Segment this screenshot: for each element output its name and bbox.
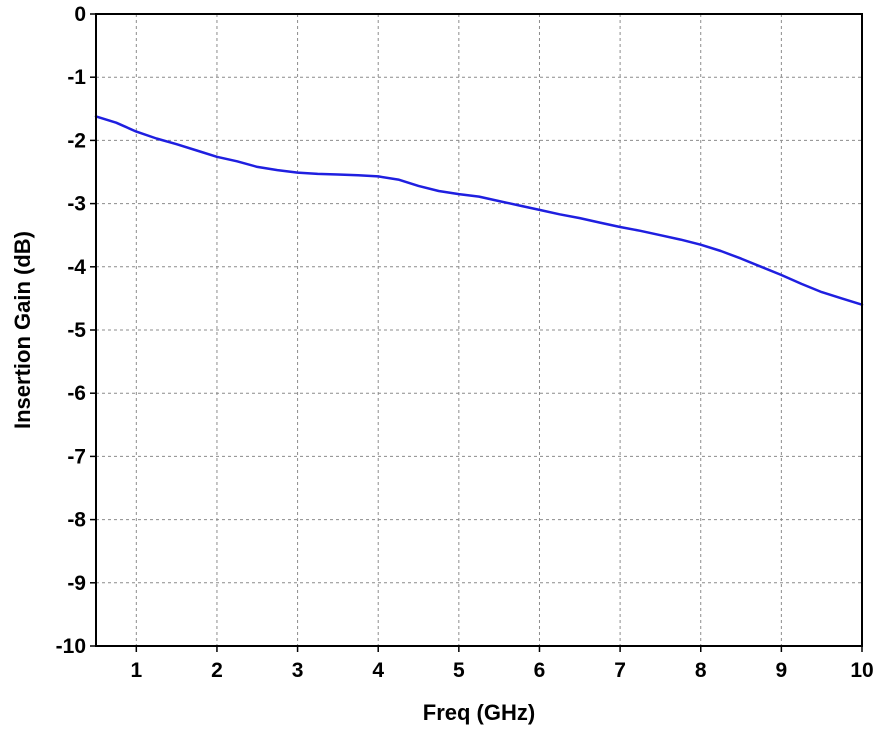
y-tick-label: -6 bbox=[67, 382, 86, 405]
y-tick-label: -5 bbox=[67, 319, 86, 342]
x-tick-label: 4 bbox=[372, 659, 384, 682]
y-tick-label: -8 bbox=[67, 509, 86, 532]
y-tick-label: -9 bbox=[67, 572, 86, 595]
y-tick-label: -1 bbox=[67, 66, 86, 89]
y-tick-label: -4 bbox=[67, 256, 86, 279]
x-tick-labels: 1 2 3 4 5 6 7 8 9 10 bbox=[130, 646, 874, 682]
x-tick-label: 3 bbox=[292, 659, 304, 682]
x-tick-label: 10 bbox=[850, 659, 873, 682]
x-tick-label: 8 bbox=[695, 659, 707, 682]
series-layer bbox=[94, 115, 864, 306]
series-line bbox=[94, 115, 864, 306]
y-tick-label: -3 bbox=[67, 193, 86, 216]
y-tick-label: -7 bbox=[67, 445, 86, 468]
y-axis-title: Insertion Gain (dB) bbox=[10, 231, 35, 429]
y-tick-label: 0 bbox=[74, 3, 86, 26]
x-tick-label: 9 bbox=[776, 659, 788, 682]
y-tick-labels: 0 -1 -2 -3 -4 -5 -6 -7 -8 -9 -10 bbox=[56, 3, 96, 658]
y-tick-label: -2 bbox=[67, 129, 86, 152]
y-tick-label: -10 bbox=[56, 635, 86, 658]
x-tick-label: 5 bbox=[453, 659, 465, 682]
x-axis-title: Freq (GHz) bbox=[423, 700, 535, 725]
x-tick-label: 7 bbox=[614, 659, 626, 682]
x-tick-label: 2 bbox=[211, 659, 223, 682]
x-tick-label: 1 bbox=[130, 659, 142, 682]
x-tick-label: 6 bbox=[534, 659, 546, 682]
grid bbox=[96, 14, 862, 646]
